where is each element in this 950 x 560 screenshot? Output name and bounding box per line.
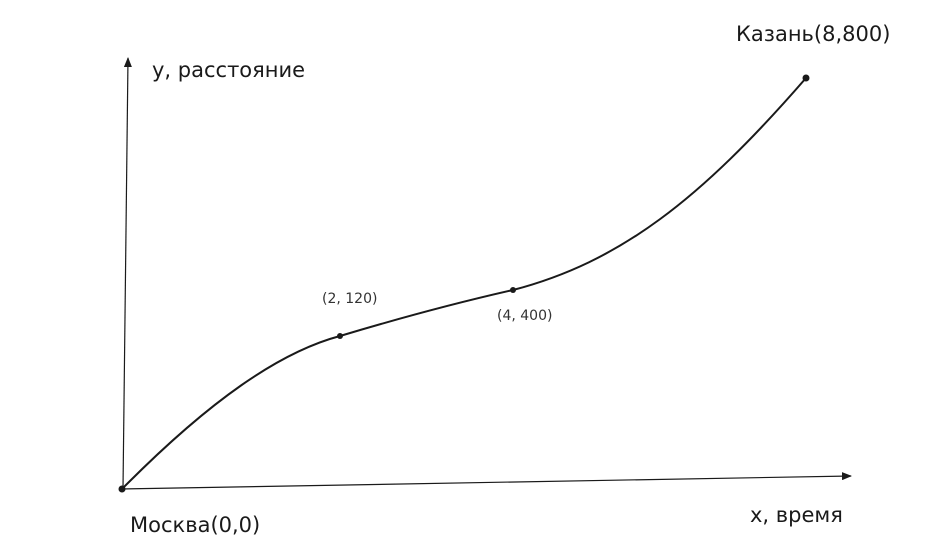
point-label-4-400: (4, 400) bbox=[497, 308, 552, 324]
trajectory-curve bbox=[121, 77, 807, 490]
y-axis-label: y, расстояние bbox=[152, 58, 305, 82]
point-moscow bbox=[118, 485, 126, 493]
point-label-moscow: Москва(0,0) bbox=[130, 513, 260, 537]
x-axis-label: x, время bbox=[750, 503, 843, 527]
y-axis bbox=[122, 57, 132, 490]
point-2-120 bbox=[337, 333, 343, 339]
point-kazan bbox=[802, 74, 810, 82]
point-4-400 bbox=[510, 287, 516, 293]
x-axis bbox=[119, 472, 852, 490]
point-label-2-120: (2, 120) bbox=[322, 291, 377, 307]
point-label-kazan: Казань(8,800) bbox=[736, 22, 890, 46]
